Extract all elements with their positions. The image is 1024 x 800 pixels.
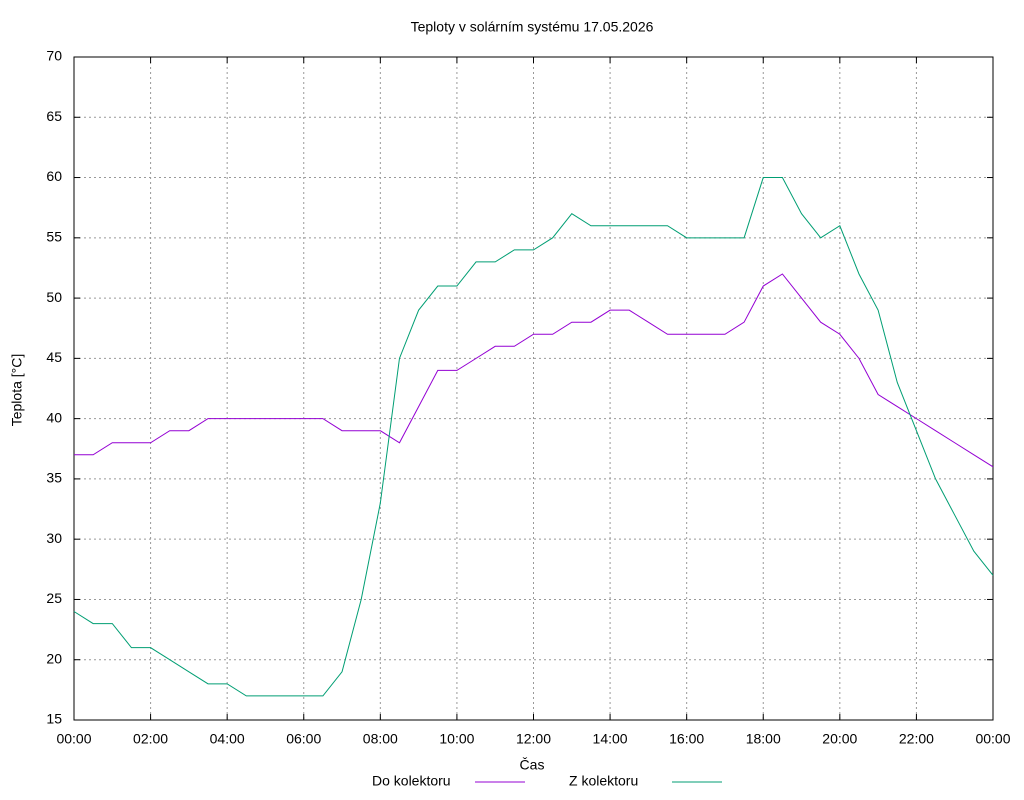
legend-label: Z kolektoru xyxy=(569,773,638,789)
series-line xyxy=(73,177,994,697)
x-tick-label: 12:00 xyxy=(516,731,551,747)
y-tick-label: 70 xyxy=(46,48,62,64)
y-tick-label: 30 xyxy=(46,530,62,546)
y-axis-label: Teplota [°C] xyxy=(9,354,25,427)
x-tick-label: 00:00 xyxy=(975,731,1010,747)
plot-frame xyxy=(73,56,994,721)
x-tick-label: 20:00 xyxy=(822,731,857,747)
x-tick-label: 02:00 xyxy=(133,731,168,747)
x-tick-label: 16:00 xyxy=(669,731,704,747)
series-line xyxy=(74,273,994,468)
x-tick-label: 14:00 xyxy=(593,731,628,747)
y-tick-label: 15 xyxy=(46,711,62,727)
x-tick-label: 04:00 xyxy=(210,731,245,747)
y-tick-label: 65 xyxy=(46,108,62,124)
y-tick-label: 50 xyxy=(46,289,62,305)
y-tick-label: 25 xyxy=(46,590,62,606)
y-tick-label: 35 xyxy=(46,470,62,486)
y-tick-label: 55 xyxy=(46,229,62,245)
y-tick-label: 20 xyxy=(46,650,62,666)
y-tick-label: 45 xyxy=(46,349,62,365)
x-tick-label: 10:00 xyxy=(439,731,474,747)
x-tick-label: 22:00 xyxy=(899,731,934,747)
y-tick-label: 60 xyxy=(46,168,62,184)
legend-label: Do kolektoru xyxy=(372,773,451,789)
x-tick-label: 06:00 xyxy=(286,731,321,747)
y-tick-label: 40 xyxy=(46,409,62,425)
x-tick-label: 18:00 xyxy=(746,731,781,747)
x-tick-label: 00:00 xyxy=(56,731,91,747)
x-axis-label: Čas xyxy=(520,757,545,773)
x-tick-label: 08:00 xyxy=(363,731,398,747)
chart-title: Teploty v solárním systému 17.05.2026 xyxy=(411,19,654,35)
